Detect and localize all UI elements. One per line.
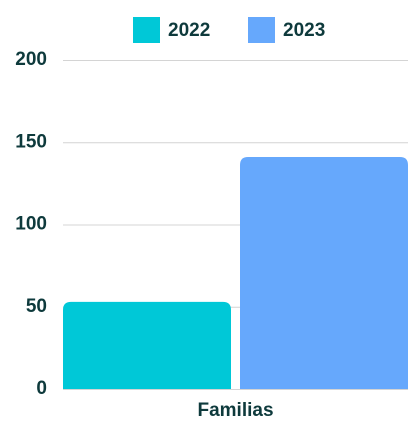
bar [63, 301, 231, 389]
y-tick-label: 50 [26, 296, 47, 317]
y-tick-label: 200 [15, 49, 47, 70]
y-tick-label: 0 [36, 378, 47, 399]
y-tick-label: 150 [15, 131, 47, 152]
legend-label: 2022 [168, 20, 210, 41]
bar [240, 157, 408, 389]
legend-swatch [248, 17, 275, 43]
y-tick-label: 100 [15, 214, 47, 235]
legend-label: 2023 [283, 20, 325, 41]
x-tick-label: Familias [197, 400, 273, 421]
legend-swatch [133, 17, 160, 43]
